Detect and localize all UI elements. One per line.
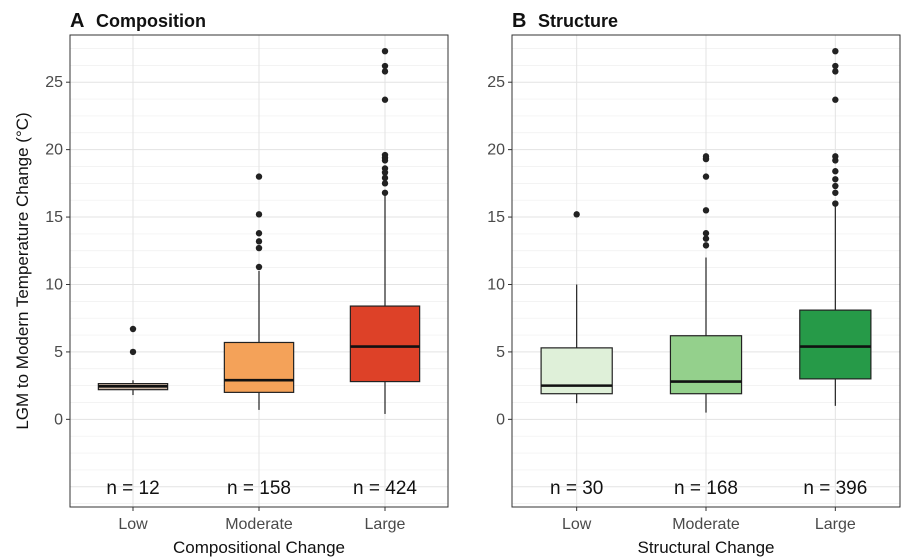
outlier-point [381,62,389,70]
y-tick-label: 20 [45,142,63,159]
box-large: n = 424 [349,47,421,499]
box-iqr [349,305,421,383]
outlier-point [381,151,389,159]
y-tick-label: 0 [496,411,505,428]
panel-b: 0 5 10 15 20 25 n = 30 Low n = 168 Moderate n = 39… [487,10,901,557]
y-tick-label: 25 [487,74,505,91]
outlier-point [832,182,839,190]
panel-a: 0 5 10 15 20 25 n = 12 Low n = 158 Moderate n = 42… [13,10,449,557]
box-low: n = 12 [97,325,169,499]
box-moderate: n = 168 [669,153,743,499]
y-axis-title: LGM to Modern Temperature Change (°C) [13,112,32,429]
outlier-point [381,47,389,55]
outlier-point [381,165,389,172]
x-axis-title: Compositional Change [173,538,345,557]
n-label: n = 168 [674,478,738,499]
outlier-point [702,153,710,160]
x-tick-label: Moderate [225,516,293,533]
y-tick-label: 10 [45,276,63,293]
outlier-point [832,168,839,175]
y-tick-label: 5 [54,344,63,361]
y-tick-label: 5 [496,344,505,361]
box-low: n = 30 [540,211,613,499]
x-tick-label: Moderate [672,516,740,533]
outlier-point [255,173,263,180]
n-label: n = 396 [803,478,867,499]
outlier-point [832,62,839,70]
outlier-point [832,153,839,160]
outlier-point [832,68,839,75]
outlier-point [381,68,389,75]
box-iqr [799,309,872,380]
y-tick-label: 0 [54,411,63,428]
outlier-point [255,263,263,271]
outlier-point [129,325,137,333]
outlier-point [702,242,710,249]
outlier-point [381,174,389,182]
y-tick-label: 20 [487,142,505,159]
outlier-point [255,244,263,252]
panel-title: Composition [96,11,206,31]
outlier-point [702,207,710,214]
y-tick-label: 25 [45,74,63,91]
n-label: n = 30 [550,478,603,499]
outlier-point [255,230,263,237]
outlier-point [255,238,263,245]
outlier-point [702,173,710,180]
outlier-point [832,176,839,183]
outlier-point [381,180,389,187]
outlier-point [832,47,839,55]
outlier-point [832,189,839,196]
box-moderate: n = 158 [223,173,295,499]
outlier-point [381,96,389,103]
y-tick-label: 15 [45,209,63,226]
panel-title: Structure [538,11,618,31]
x-tick-label: Low [562,516,592,533]
panel-letter: B [512,10,526,32]
y-tick-label: 15 [487,209,505,226]
outlier-point [255,211,263,218]
outlier-point [129,348,137,356]
outlier-point [832,96,839,103]
y-tick-label: 10 [487,276,505,293]
outlier-point [702,230,710,237]
n-label: n = 12 [106,478,159,499]
x-tick-label: Low [118,516,148,533]
n-label: n = 424 [353,478,417,499]
n-label: n = 158 [227,478,291,499]
outlier-point [573,211,580,218]
x-tick-label: Large [365,516,406,533]
box-iqr [669,335,743,395]
x-axis-title: Structural Change [637,538,774,557]
box-iqr [223,341,295,393]
x-tick-label: Large [815,516,856,533]
outlier-point [381,189,389,196]
outlier-point [832,200,839,207]
panel-letter: A [70,10,84,32]
outlier-point [702,235,710,242]
box-large: n = 396 [799,47,872,499]
